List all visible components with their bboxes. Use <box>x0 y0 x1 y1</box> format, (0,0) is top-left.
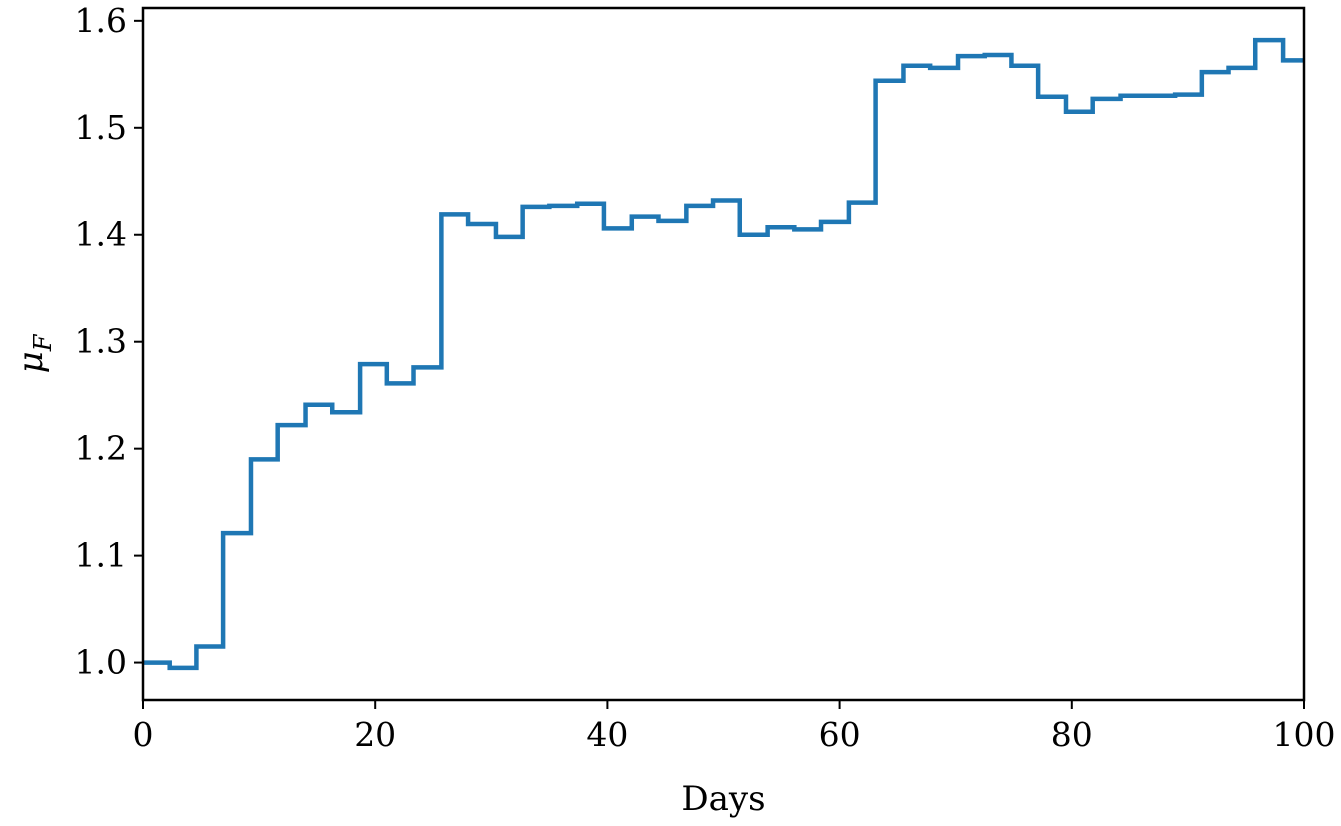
x-axis-ticks: 0 20 40 60 80 100 <box>133 700 1336 754</box>
x-tick-label: 100 <box>1273 715 1336 754</box>
plot-frame <box>141 6 1306 702</box>
y-axis-label: μF <box>11 333 57 373</box>
series-line <box>143 37 1304 671</box>
series-group <box>143 37 1304 671</box>
x-axis-label: Days <box>681 779 765 819</box>
y-axis-label-main: μ <box>11 351 51 373</box>
y-tick-label: 1.1 <box>75 536 127 575</box>
y-tick-label: 1.4 <box>75 215 127 254</box>
y-axis-ticks: 1.0 1.1 1.2 1.3 1.4 1.5 1.6 <box>75 1 143 682</box>
x-tick-label: 40 <box>586 715 628 754</box>
y-tick-label: 1.5 <box>75 108 127 147</box>
x-tick-label: 0 <box>133 715 154 754</box>
x-tick-label: 80 <box>1051 715 1093 754</box>
y-tick-label: 1.2 <box>75 429 127 468</box>
y-axis-label-subscript: F <box>29 333 57 352</box>
y-tick-label: 1.0 <box>75 643 127 682</box>
y-tick-label: 1.3 <box>75 322 127 361</box>
y-tick-label: 1.6 <box>75 1 127 40</box>
x-tick-label: 60 <box>819 715 861 754</box>
x-tick-label: 20 <box>354 715 396 754</box>
